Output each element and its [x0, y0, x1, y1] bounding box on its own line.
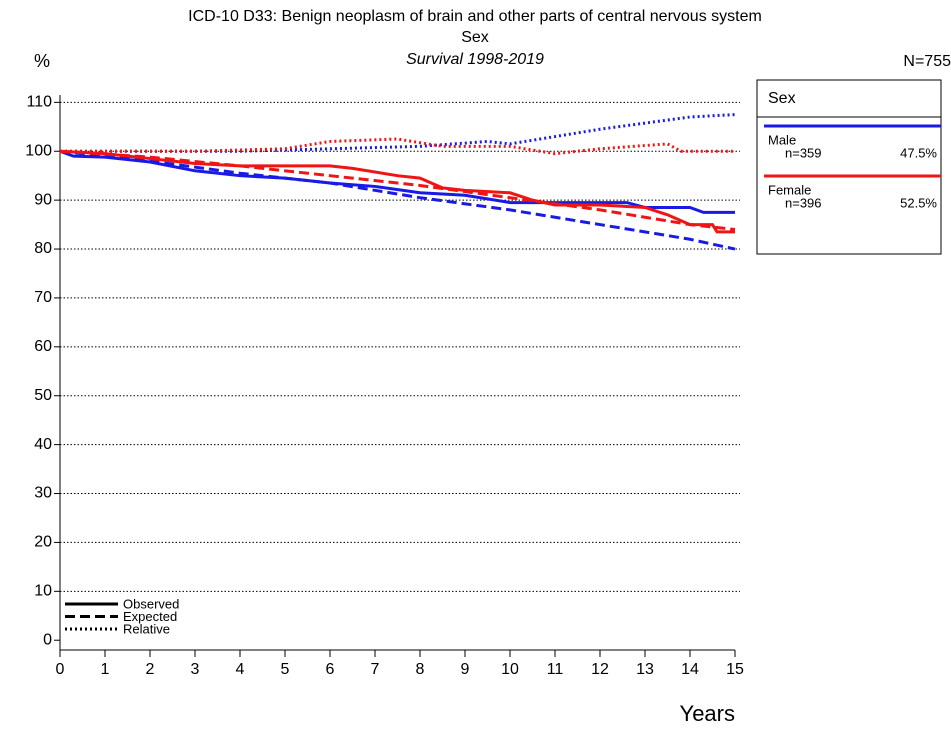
legend-label: Female	[768, 182, 811, 197]
y-tick-label: 110	[26, 94, 52, 111]
x-tick-label: 10	[501, 661, 519, 678]
x-tick-label: 5	[281, 661, 290, 678]
y-axis-label: %	[34, 51, 50, 71]
legend-share: 47.5%	[900, 145, 937, 160]
legend-title: Sex	[768, 90, 796, 107]
x-tick-label: 4	[236, 661, 245, 678]
x-tick-label: 14	[681, 661, 699, 678]
y-tick-label: 70	[34, 289, 52, 306]
x-tick-label: 8	[416, 661, 425, 678]
x-tick-label: 3	[191, 661, 200, 678]
subtitle: Survival 1998-2019	[406, 51, 544, 68]
y-tick-label: 10	[34, 583, 52, 600]
x-tick-label: 12	[591, 661, 609, 678]
y-tick-label: 0	[43, 631, 52, 648]
x-tick-label: 0	[56, 661, 65, 678]
survival-line	[59, 149, 736, 231]
survival-line	[60, 137, 735, 156]
survival-line	[59, 149, 736, 251]
legend-n: n=359	[785, 145, 822, 160]
subtitle: Sex	[461, 29, 489, 46]
legend-share: 52.5%	[900, 195, 937, 210]
y-tick-label: 100	[25, 142, 52, 159]
y-tick-label: 40	[34, 436, 52, 453]
x-tick-label: 9	[461, 661, 470, 678]
x-tick-label: 1	[101, 661, 110, 678]
chart-title: ICD-10 D33: Benign neoplasm of brain and…	[188, 8, 762, 25]
x-tick-label: 6	[326, 661, 335, 678]
x-tick-label: 11	[547, 661, 564, 678]
legend-n: n=396	[785, 195, 822, 210]
style-label: Relative	[123, 621, 170, 636]
y-tick-label: 80	[34, 240, 52, 257]
style-label: Expected	[123, 609, 177, 624]
style-label: Observed	[123, 596, 179, 611]
y-tick-label: 60	[34, 338, 52, 355]
y-tick-label: 90	[34, 191, 52, 208]
y-tick-label: 20	[34, 534, 52, 551]
x-tick-label: 13	[636, 661, 654, 678]
y-tick-label: 50	[34, 387, 52, 404]
x-tick-label: 7	[371, 661, 380, 678]
legend-label: Male	[768, 132, 796, 147]
total: N=755	[903, 53, 951, 70]
x-tick-label: 15	[726, 661, 744, 678]
legend-box	[756, 79, 942, 255]
x-tick-label: 2	[146, 661, 155, 678]
x-axis-label: Years	[680, 701, 735, 726]
y-tick-label: 30	[34, 485, 52, 502]
